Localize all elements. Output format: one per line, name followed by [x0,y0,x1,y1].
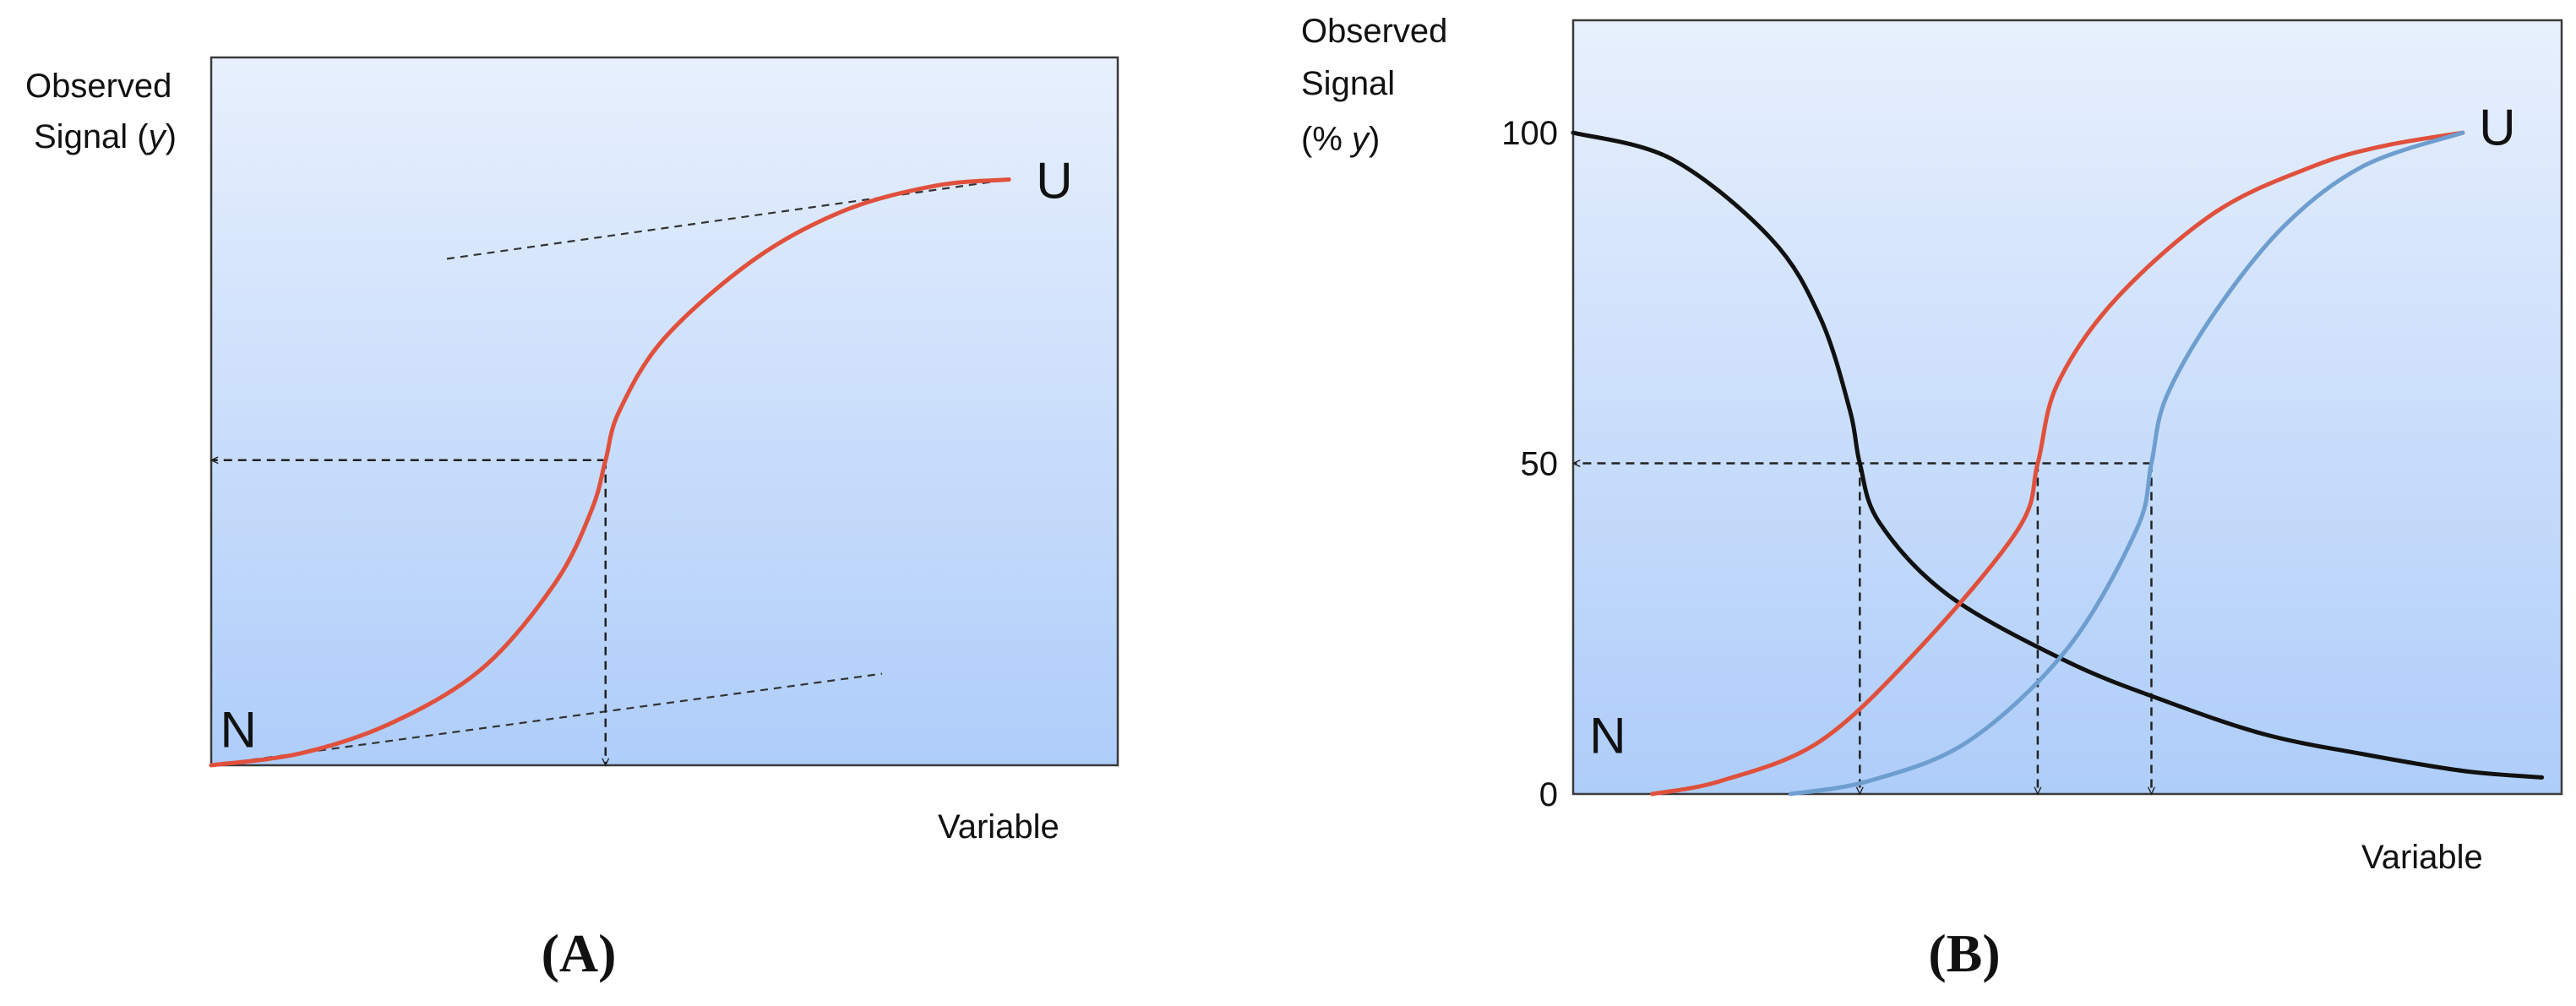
panel-b-ytick-label-2: 50 [1521,446,1559,483]
panel-a-plot-area [210,56,1119,767]
panel-b-guides [1571,459,2155,796]
panel-b-ticks: 0 50 100 [1501,115,1558,813]
panel-b-curve-3 [1788,130,2465,797]
panel-b-plot-area [1571,19,2563,796]
panel-a-baseline-1 [210,672,883,767]
panel-b-annotation-u: U [2479,99,2515,155]
panel-b-ytick-label-1: 0 [1539,776,1558,813]
panel-a-annotation-u: U [1036,152,1072,209]
panel-b-curve-2 [1650,130,2465,797]
panel-b-ylabel-line2: Signal [1301,65,1395,102]
panel-a-xlabel: Variable [938,808,1059,846]
panel-b-curve-1 [1571,130,2545,780]
panel-b-ylabel-suffix: ) [1369,121,1380,158]
panel-b-ylabel-line1: Observed [1301,13,1447,50]
panel-a-ylabel-prefix: Signal ( [34,118,149,155]
panel-b-annotation-n: N [1589,708,1626,764]
panel-b-label: (B) [1928,923,2000,983]
panel-a-ylabel-suffix: ) [166,118,177,155]
panel-a-ylabel-line1: Observed [25,68,172,105]
panel-a-ylabel-line2: Signal (y) [34,118,177,155]
panel-a-guides [210,456,610,767]
panel-b-ylabel-line3: (% y) [1301,121,1380,158]
panel-a-annotations: NU [221,152,1073,758]
panel-a-ylabel-var: y [146,118,168,155]
panel-a-curve-1 [209,177,1011,768]
panel-a-baselines [210,178,1010,767]
panel-b-curves [1571,130,2545,797]
panel-a-curves [209,177,1011,768]
panel-a-annotation-n: N [221,702,257,759]
panel-b-ytick-label-3: 100 [1501,115,1558,152]
panel-b-annotations: NU [1589,99,2515,764]
panel-b-ylabel-var: y [1349,121,1371,158]
panel-b-xlabel: Variable [2361,839,2483,876]
panel-a-label: (A) [542,923,617,983]
panel-b-ylabel-prefix: (% [1301,121,1352,158]
panel-a: NU Observed Signal (y) Variable (A) [25,56,1119,983]
